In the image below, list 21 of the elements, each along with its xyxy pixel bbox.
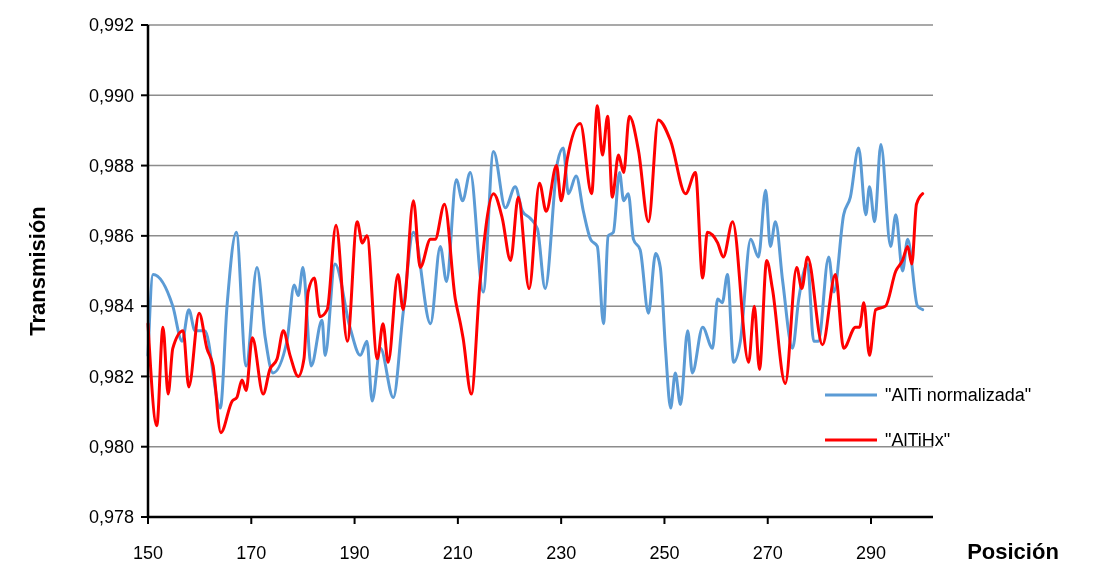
x-tick-label: 150	[132, 543, 164, 563]
y-tick-label: 0,992	[88, 15, 134, 36]
y-tick-label: 0,978	[88, 507, 134, 528]
y-tick-label: 0,988	[88, 155, 134, 176]
line-series	[146, 104, 925, 435]
x-tick-label: 250	[649, 543, 680, 563]
y-tick-label: 0,986	[88, 226, 134, 247]
x-axis-title: Posición	[967, 539, 1059, 564]
y-tick-label: 0,982	[88, 366, 134, 387]
x-tick-label: 290	[856, 543, 887, 563]
y-tick-label: 0,980	[88, 437, 134, 458]
x-tick-label: 210	[442, 543, 473, 563]
legend-label: "AlTi normalizada"	[885, 385, 1032, 406]
x-tick-label: 270	[752, 543, 783, 563]
x-tick-label: 230	[546, 543, 577, 563]
y-axis-title: Transmisión	[25, 206, 50, 336]
x-tick-label: 170	[236, 543, 267, 563]
x-tick-label: 190	[339, 543, 370, 563]
y-tick-label: 0,984	[88, 296, 134, 317]
legend-label: "AlTiHx"	[885, 430, 951, 451]
y-tick-label: 0,990	[88, 85, 134, 106]
